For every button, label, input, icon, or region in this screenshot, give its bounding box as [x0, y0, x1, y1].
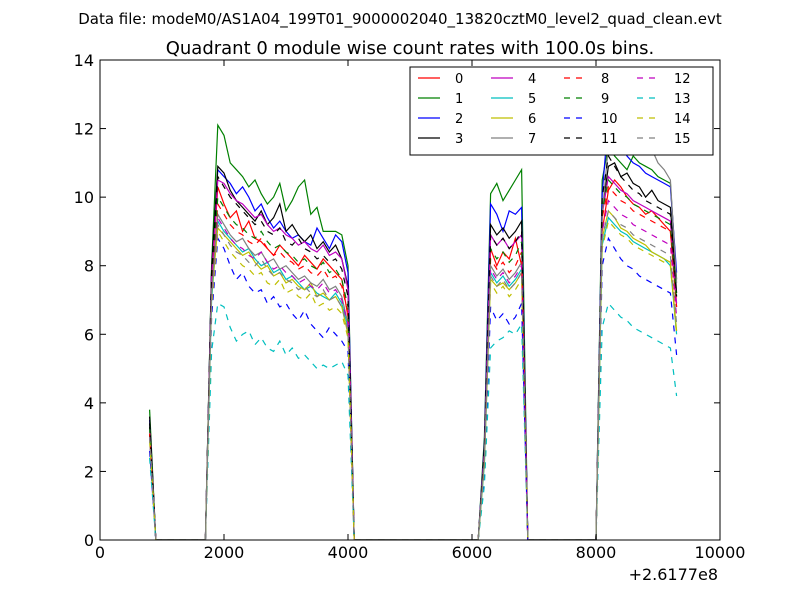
series-13-segment — [477, 321, 529, 540]
legend-label-5: 5 — [528, 92, 536, 107]
series-4-segment — [477, 232, 529, 540]
series-8-segment — [477, 251, 529, 540]
legend-label-4: 4 — [528, 72, 536, 87]
x-tick-label: 4000 — [328, 543, 369, 562]
x-tick-label: 10000 — [695, 543, 746, 562]
plot-lines — [149, 115, 678, 540]
plot-frame — [99, 59, 721, 541]
series-15-segment — [595, 209, 678, 540]
chart-title: Quadrant 0 module wise count rates with … — [166, 38, 655, 59]
series-4-segment — [595, 175, 678, 540]
series-6-segment — [595, 209, 678, 540]
series-14-segment — [595, 219, 678, 540]
series-13-segment — [149, 457, 157, 540]
x-tick-label: 2000 — [204, 543, 245, 562]
series-10-segment — [595, 236, 678, 540]
legend-label-8: 8 — [601, 72, 609, 87]
series-15-line — [149, 209, 678, 540]
series-13-line — [149, 302, 678, 540]
series-12-segment — [477, 263, 529, 540]
x-axis: 0 2000 4000 6000 8000 10000 — [95, 60, 746, 562]
y-tick-label: 4 — [84, 394, 94, 413]
series-7-segment — [477, 260, 529, 540]
series-15-segment — [204, 222, 355, 540]
y-tick-label: 14 — [74, 51, 94, 70]
series-3-segment — [204, 164, 355, 540]
legend-box — [409, 66, 714, 156]
series-15-segment — [149, 437, 157, 540]
series-7-segment — [204, 212, 355, 540]
legend-label-0: 0 — [455, 72, 463, 87]
series-3-segment — [595, 162, 678, 540]
legend-label-3: 3 — [455, 132, 463, 147]
legend-label-13: 13 — [674, 92, 691, 107]
legend-label-2: 2 — [455, 112, 463, 127]
legend-label-11: 11 — [601, 132, 618, 147]
series-14-segment — [204, 229, 355, 540]
series-1-segment — [477, 167, 529, 540]
y-tick-label: 2 — [84, 462, 94, 481]
legend-label-7: 7 — [528, 132, 536, 147]
series-1-segment — [204, 123, 355, 540]
legend-label-1: 1 — [455, 92, 463, 107]
chart-suptitle: Data file: modeM0/AS1A04_199T01_90000020… — [78, 10, 722, 29]
x-tick-label: 8000 — [576, 543, 617, 562]
x-offset-label: +2.6177e8 — [629, 565, 718, 584]
series-11-segment — [595, 154, 678, 540]
legend-label-6: 6 — [528, 112, 536, 127]
series-13-segment — [595, 302, 678, 540]
x-tick-label: 6000 — [452, 543, 493, 562]
series-5-segment — [595, 216, 678, 540]
y-tick-label: 6 — [84, 325, 94, 344]
series-11-segment — [204, 174, 355, 540]
legend-label-12: 12 — [674, 72, 691, 87]
legend-label-15: 15 — [674, 132, 691, 147]
series-12-segment — [595, 199, 678, 540]
series-9-segment — [204, 195, 355, 540]
x-tick-label: 0 — [95, 543, 105, 562]
y-tick-label: 8 — [84, 257, 94, 276]
series-2-segment — [204, 168, 355, 540]
series-12-segment — [204, 215, 355, 540]
series-0-segment — [595, 178, 678, 540]
y-tick-label: 10 — [74, 188, 94, 207]
y-tick-label: 12 — [74, 120, 94, 139]
series-9-segment — [595, 178, 678, 540]
series-8-segment — [204, 202, 355, 540]
y-tick-label: 0 — [84, 531, 94, 550]
series-11-segment — [477, 229, 529, 540]
series-13-segment — [204, 302, 355, 540]
legend-label-14: 14 — [674, 112, 691, 127]
legend-label-9: 9 — [601, 92, 609, 107]
series-10-segment — [204, 236, 355, 540]
legend-label-10: 10 — [601, 112, 618, 127]
series-8-segment — [595, 185, 678, 540]
series-15-segment — [477, 270, 529, 540]
series-6-segment — [204, 226, 355, 540]
